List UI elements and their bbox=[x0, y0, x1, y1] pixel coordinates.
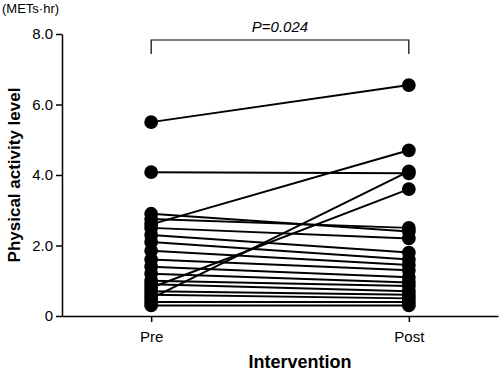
y-units: (METs·hr) bbox=[2, 1, 59, 16]
x-axis-line bbox=[63, 316, 499, 318]
x-tick: Pre bbox=[140, 316, 163, 345]
y-tick-mark bbox=[56, 175, 62, 177]
y-tick: 8.0 bbox=[32, 25, 62, 42]
data-point bbox=[402, 143, 416, 157]
subject-line bbox=[151, 171, 409, 298]
data-point bbox=[402, 182, 416, 196]
y-tick-label: 4.0 bbox=[32, 166, 53, 183]
subject-line bbox=[151, 304, 409, 306]
x-tick: Post bbox=[394, 316, 425, 345]
data-point bbox=[144, 299, 158, 313]
x-axis: Pre Post bbox=[63, 316, 499, 345]
subject-line bbox=[151, 291, 409, 295]
subject-line bbox=[151, 251, 409, 265]
chart: 0 2.0 4.0 6.0 8.0 Pre Post P=0.024 (METs·hr) Phys… bbox=[0, 0, 500, 377]
x-tick-label: Pre bbox=[140, 328, 163, 345]
x-tick-mark bbox=[151, 316, 153, 322]
data-point bbox=[144, 115, 158, 129]
data-point bbox=[144, 165, 158, 179]
x-tick-label: Post bbox=[394, 328, 425, 345]
y-axis-title: Physical activity level bbox=[5, 88, 24, 263]
plot-area bbox=[144, 78, 416, 312]
y-tick-mark bbox=[56, 245, 62, 247]
y-tick: 2.0 bbox=[32, 237, 62, 254]
y-tick-label: 8.0 bbox=[32, 25, 53, 42]
x-axis-title: Intervention bbox=[248, 352, 351, 372]
y-tick: 4.0 bbox=[32, 166, 62, 183]
y-tick: 0 bbox=[45, 307, 62, 324]
data-point bbox=[402, 78, 416, 92]
subject-line bbox=[151, 301, 409, 303]
data-point bbox=[402, 165, 416, 179]
subject-line bbox=[151, 85, 409, 122]
subject-line bbox=[151, 172, 409, 173]
subject-line bbox=[151, 295, 409, 299]
y-tick-mark bbox=[56, 104, 62, 106]
y-tick-label: 2.0 bbox=[32, 237, 53, 254]
y-tick-mark bbox=[56, 34, 62, 36]
p-value: P=0.024 bbox=[252, 18, 308, 35]
data-point bbox=[402, 299, 416, 313]
y-tick: 6.0 bbox=[32, 96, 62, 113]
y-tick-label: 6.0 bbox=[32, 96, 53, 113]
y-tick-label: 0 bbox=[45, 307, 53, 324]
subject-line bbox=[151, 284, 409, 291]
y-tick-mark bbox=[56, 316, 62, 318]
significance-bracket bbox=[151, 40, 409, 54]
data-point bbox=[402, 232, 416, 246]
subject-line bbox=[151, 189, 409, 288]
y-axis: 0 2.0 4.0 6.0 8.0 bbox=[32, 25, 62, 324]
x-tick-mark bbox=[409, 316, 411, 322]
subject-line bbox=[151, 150, 409, 224]
subject-line bbox=[151, 219, 409, 228]
